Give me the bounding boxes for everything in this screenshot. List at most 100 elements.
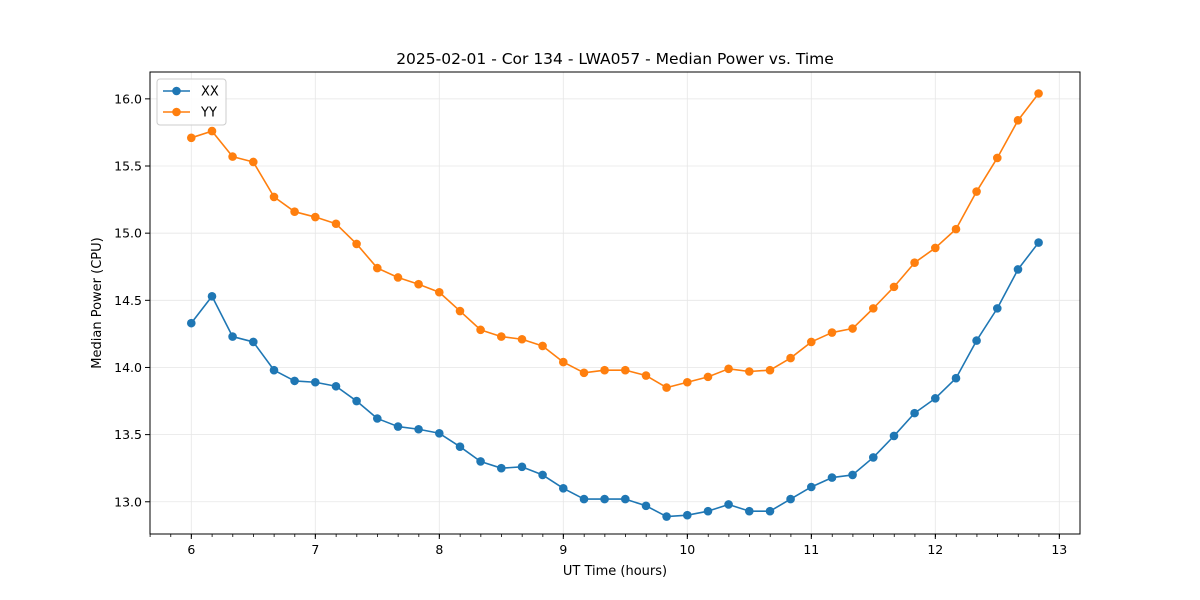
data-point-xx <box>992 304 1002 313</box>
data-point-xx <box>414 424 423 434</box>
y-tick-label: 13.5 <box>114 427 142 442</box>
data-point-xx <box>662 512 671 521</box>
data-point-yy <box>600 365 609 375</box>
data-point-xx <box>517 462 527 472</box>
data-point-yy <box>724 364 733 374</box>
y-tick-label: 13.0 <box>114 494 142 509</box>
data-point-xx <box>228 332 237 341</box>
x-tick-label: 8 <box>435 542 443 557</box>
legend-marker-xx <box>172 86 181 96</box>
data-point-yy <box>414 279 423 289</box>
data-point-xx <box>372 414 382 423</box>
data-point-xx <box>848 470 857 480</box>
legend-label-yy: YY <box>200 106 217 121</box>
data-point-yy <box>682 377 692 387</box>
data-point-yy <box>517 334 527 344</box>
data-point-yy <box>310 212 320 222</box>
data-point-xx <box>910 408 919 418</box>
chart-title: 2025-02-01 - Cor 134 - LWA057 - Median P… <box>396 50 834 68</box>
data-point-yy <box>910 258 919 268</box>
data-point-xx <box>186 318 196 328</box>
data-point-xx <box>951 373 961 383</box>
data-point-xx <box>310 377 320 387</box>
y-tick-label: 14.0 <box>114 360 142 375</box>
x-tick-label: 12 <box>927 542 943 557</box>
data-point-yy <box>476 325 485 335</box>
data-point-yy <box>372 263 382 273</box>
data-point-xx <box>434 428 444 438</box>
data-point-xx <box>641 501 651 511</box>
y-tick-label: 15.0 <box>114 226 142 241</box>
x-axis-label: UT Time (hours) <box>563 564 667 579</box>
data-point-yy <box>248 157 258 167</box>
data-point-yy <box>455 306 465 316</box>
data-point-yy <box>393 273 403 282</box>
data-point-xx <box>765 506 775 516</box>
data-point-xx <box>744 506 754 516</box>
data-point-yy <box>806 337 816 347</box>
series-layer <box>186 89 1043 521</box>
data-point-xx <box>476 457 485 466</box>
data-point-xx <box>393 422 403 431</box>
data-point-xx <box>579 494 589 504</box>
data-point-yy <box>269 192 279 202</box>
data-point-yy <box>207 126 217 136</box>
plot-frame <box>149 71 1081 535</box>
data-point-yy <box>868 304 878 313</box>
y-tick-label: 16.0 <box>114 91 142 106</box>
x-tick-label: 11 <box>803 542 819 557</box>
data-point-yy <box>579 368 589 378</box>
data-point-yy <box>662 383 671 392</box>
data-point-yy <box>765 365 775 375</box>
data-point-yy <box>992 153 1002 163</box>
data-point-xx <box>290 376 299 386</box>
data-point-xx <box>352 396 361 406</box>
data-point-xx <box>269 365 279 375</box>
data-point-yy <box>641 371 651 380</box>
data-point-xx <box>786 494 795 504</box>
data-point-yy <box>848 324 857 333</box>
data-point-xx <box>724 500 733 509</box>
data-point-yy <box>951 224 961 234</box>
data-point-xx <box>868 453 878 462</box>
data-point-yy <box>703 372 713 382</box>
data-point-yy <box>228 152 237 161</box>
data-point-yy <box>496 332 506 341</box>
legend-marker-yy <box>172 107 181 117</box>
data-point-xx <box>972 336 981 345</box>
data-point-yy <box>290 207 299 216</box>
data-point-yy <box>538 341 547 351</box>
data-point-yy <box>786 353 795 363</box>
data-point-yy <box>434 287 444 297</box>
data-point-xx <box>558 484 568 493</box>
data-point-yy <box>889 282 899 292</box>
axis-ticks: 6 7 8 9 10 11 12 13 13.0 13.5 14.0 14.5 15.0 15.5 16.0 <box>114 91 1067 557</box>
x-tick-label: 10 <box>679 542 695 557</box>
data-point-xx <box>703 506 713 516</box>
data-point-yy <box>827 328 837 337</box>
data-point-xx <box>827 473 837 482</box>
grid <box>150 72 1080 534</box>
data-point-xx <box>207 291 217 301</box>
data-point-xx <box>1034 238 1043 247</box>
data-point-yy <box>744 367 754 376</box>
data-point-xx <box>620 494 630 504</box>
data-point-yy <box>1013 116 1023 125</box>
data-point-yy <box>972 187 981 196</box>
legend: XX YY <box>156 78 227 126</box>
data-point-xx <box>248 337 258 347</box>
data-point-yy <box>930 243 940 253</box>
x-tick-label: 7 <box>311 542 319 557</box>
y-tick-label: 14.5 <box>114 293 142 308</box>
y-tick-label: 15.5 <box>114 159 142 174</box>
data-point-xx <box>1013 265 1023 274</box>
data-point-xx <box>496 463 506 473</box>
x-tick-label: 9 <box>559 542 567 557</box>
data-point-xx <box>806 482 816 492</box>
data-point-xx <box>889 431 899 441</box>
data-point-xx <box>930 394 940 403</box>
data-point-yy <box>558 357 568 367</box>
data-point-xx <box>600 494 609 504</box>
data-point-yy <box>186 133 196 143</box>
